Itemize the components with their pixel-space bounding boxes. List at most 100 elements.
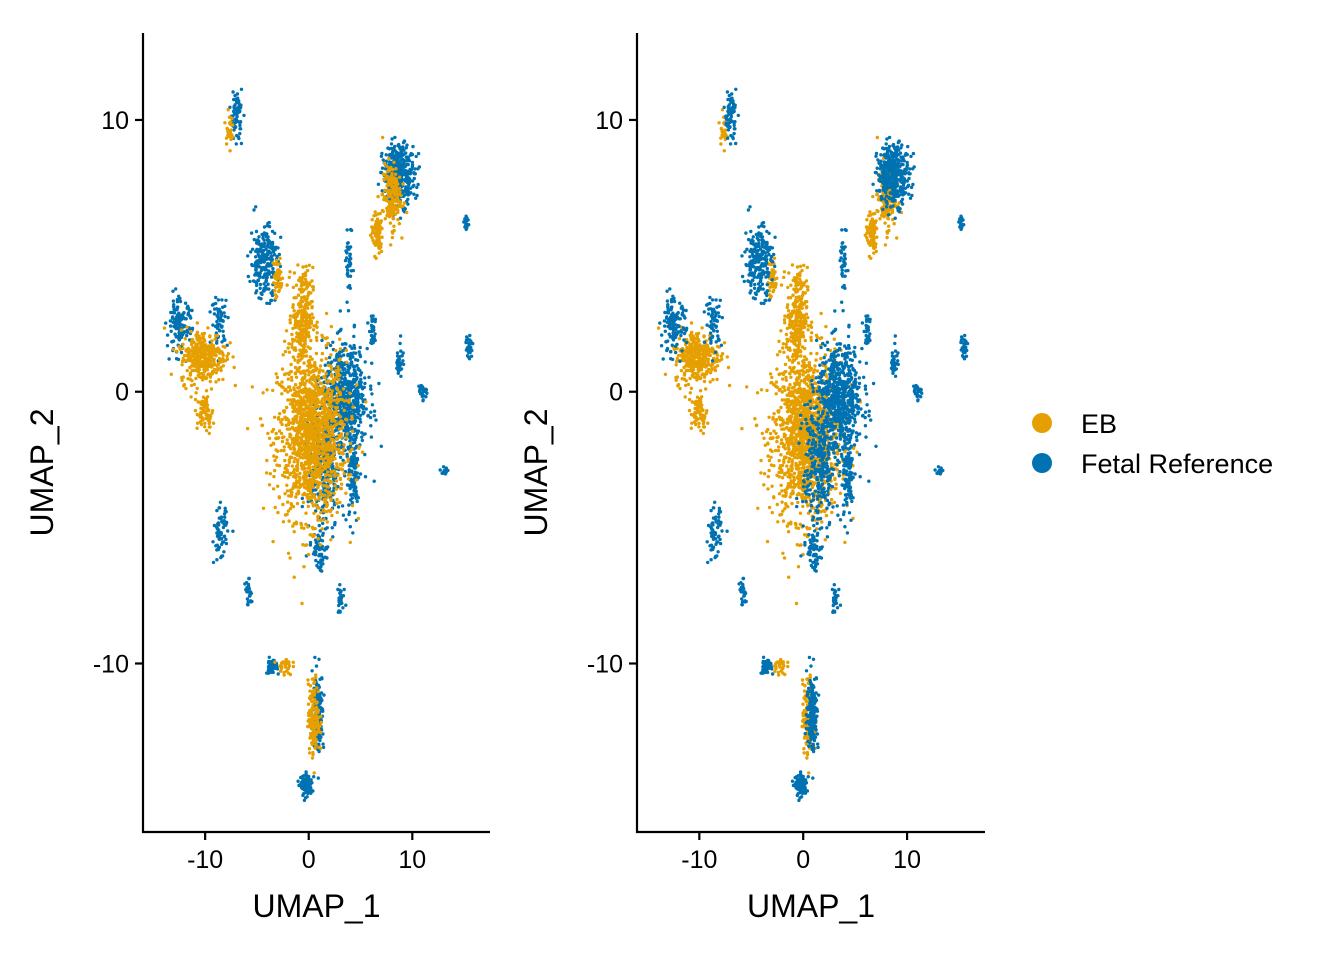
data-point-eb bbox=[332, 491, 336, 496]
data-point-eb bbox=[296, 263, 300, 267]
data-point-eb bbox=[190, 364, 194, 368]
data-point-eb bbox=[335, 401, 339, 405]
data-point-eb bbox=[319, 439, 323, 444]
data-point-fetal-reference bbox=[318, 568, 323, 572]
data-point-fetal-reference bbox=[350, 362, 354, 367]
data-point-eb bbox=[320, 351, 325, 356]
data-point-eb bbox=[327, 491, 332, 495]
data-point-fetal-reference bbox=[468, 333, 472, 338]
data-point-fetal-reference bbox=[322, 693, 326, 697]
data-point-eb bbox=[317, 417, 321, 422]
data-point-fetal-reference bbox=[466, 350, 471, 354]
data-point-fetal-reference bbox=[353, 466, 357, 470]
data-point-fetal-reference bbox=[186, 313, 190, 317]
data-point-eb bbox=[275, 375, 280, 380]
data-point-fetal-reference bbox=[300, 496, 304, 501]
data-point-fetal-reference bbox=[271, 247, 275, 251]
data-point-eb bbox=[307, 358, 312, 363]
data-point-fetal-reference bbox=[408, 179, 412, 183]
data-point-eb bbox=[294, 452, 298, 456]
data-point-fetal-reference bbox=[179, 350, 184, 355]
data-point-eb bbox=[201, 344, 205, 348]
data-point-eb bbox=[316, 412, 320, 416]
data-point-fetal-reference bbox=[333, 523, 337, 527]
data-point-fetal-reference bbox=[220, 298, 224, 302]
data-point-fetal-reference bbox=[381, 158, 385, 162]
data-point-eb bbox=[312, 410, 316, 414]
data-point-eb bbox=[339, 467, 343, 471]
data-point-fetal-reference bbox=[174, 334, 179, 339]
data-point-eb bbox=[391, 216, 395, 220]
data-point-eb bbox=[356, 464, 360, 468]
data-point-fetal-reference bbox=[389, 156, 394, 160]
data-point-eb bbox=[397, 222, 402, 226]
data-point-fetal-reference bbox=[465, 226, 469, 230]
data-point-eb bbox=[333, 474, 337, 478]
data-point-eb bbox=[304, 439, 309, 443]
data-point-eb bbox=[265, 388, 269, 392]
data-point-eb bbox=[311, 424, 315, 428]
data-point-fetal-reference bbox=[267, 301, 272, 306]
data-point-fetal-reference bbox=[415, 185, 419, 190]
data-point-fetal-reference bbox=[184, 317, 188, 321]
data-point-fetal-reference bbox=[254, 271, 258, 276]
data-point-fetal-reference bbox=[186, 306, 191, 310]
data-point-eb bbox=[382, 161, 387, 166]
data-point-eb bbox=[267, 436, 272, 440]
data-point-eb bbox=[311, 465, 315, 469]
data-point-fetal-reference bbox=[169, 329, 173, 333]
data-point-fetal-reference bbox=[263, 268, 267, 272]
data-point-eb bbox=[285, 283, 289, 287]
data-point-fetal-reference bbox=[419, 383, 423, 388]
data-point-fetal-reference bbox=[246, 254, 250, 258]
data-point-eb bbox=[209, 372, 213, 376]
data-point-fetal-reference bbox=[262, 274, 266, 278]
data-point-fetal-reference bbox=[313, 538, 318, 542]
data-point-fetal-reference bbox=[239, 87, 244, 92]
data-point-eb bbox=[300, 439, 304, 443]
data-point-eb bbox=[364, 400, 368, 404]
data-point-fetal-reference bbox=[352, 409, 357, 413]
data-point-fetal-reference bbox=[256, 278, 261, 283]
data-point-fetal-reference bbox=[371, 338, 375, 342]
data-point-eb bbox=[310, 477, 315, 481]
data-point-eb bbox=[301, 500, 306, 505]
data-point-fetal-reference bbox=[219, 554, 224, 558]
data-point-fetal-reference bbox=[359, 377, 363, 381]
data-point-eb bbox=[324, 504, 329, 509]
data-point-fetal-reference bbox=[245, 585, 249, 590]
data-point-eb bbox=[323, 421, 328, 426]
data-point-eb bbox=[387, 156, 391, 160]
data-point-eb bbox=[330, 416, 334, 421]
data-point-fetal-reference bbox=[354, 436, 358, 440]
data-point-fetal-reference bbox=[466, 218, 470, 222]
data-point-fetal-reference bbox=[263, 241, 267, 246]
data-point-eb bbox=[392, 192, 396, 196]
data-point-fetal-reference bbox=[253, 255, 258, 259]
data-point-fetal-reference bbox=[345, 452, 349, 456]
data-point-eb bbox=[301, 382, 305, 386]
data-point-fetal-reference bbox=[406, 202, 410, 206]
data-point-fetal-reference bbox=[338, 583, 342, 587]
data-point-eb bbox=[390, 199, 394, 203]
data-point-eb bbox=[331, 378, 336, 382]
data-point-fetal-reference bbox=[376, 182, 381, 186]
data-point-fetal-reference bbox=[185, 329, 189, 333]
data-point-fetal-reference bbox=[316, 776, 320, 780]
data-point-fetal-reference bbox=[313, 546, 317, 550]
data-point-fetal-reference bbox=[224, 523, 228, 527]
data-point-eb bbox=[288, 507, 293, 511]
data-point-fetal-reference bbox=[220, 305, 225, 309]
data-point-eb bbox=[204, 376, 209, 380]
data-point-eb bbox=[216, 367, 220, 371]
data-point-eb bbox=[203, 339, 207, 343]
data-point-fetal-reference bbox=[369, 384, 373, 388]
data-point-fetal-reference bbox=[401, 157, 405, 162]
data-point-eb bbox=[295, 469, 299, 473]
data-point-eb bbox=[305, 379, 309, 383]
data-point-fetal-reference bbox=[347, 503, 351, 507]
data-point-fetal-reference bbox=[237, 104, 241, 109]
data-point-eb bbox=[203, 421, 207, 425]
data-point-fetal-reference bbox=[398, 334, 403, 338]
data-point-eb bbox=[302, 295, 306, 300]
